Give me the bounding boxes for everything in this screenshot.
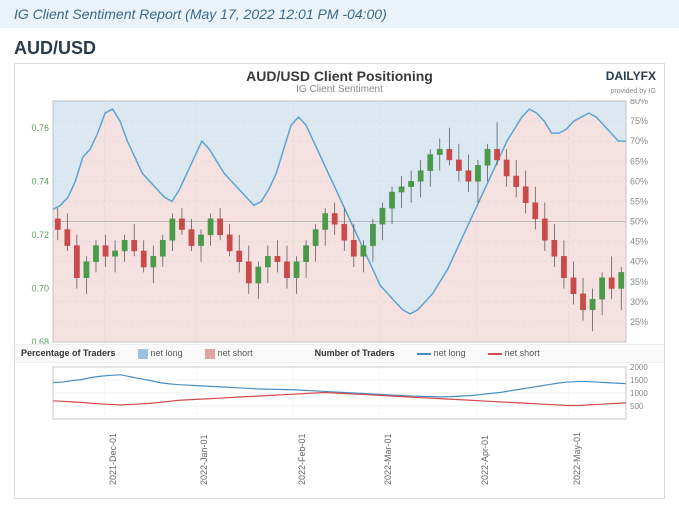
svg-text:0.74: 0.74 (31, 176, 49, 186)
svg-text:0.76: 0.76 (31, 123, 49, 133)
x-tick-label: 2022-May-01 (572, 432, 582, 485)
logo-main: DAILYFX (606, 69, 656, 83)
svg-text:30%: 30% (630, 297, 648, 307)
svg-text:70%: 70% (630, 136, 648, 146)
svg-text:1000: 1000 (630, 389, 648, 398)
svg-text:0.68: 0.68 (31, 337, 49, 344)
x-axis: 2021-Dec-01 2022-Jan-01 2022-Feb-01 2022-Ma… (15, 423, 664, 498)
top-chart-svg: 25% 30% 35% 40% 45% 50% 55% 60% 65% 70% 75% 80% 0.68… (15, 99, 664, 344)
svg-text:0.72: 0.72 (31, 230, 49, 240)
legend-percentage-label: Percentage of Traders (21, 348, 116, 359)
svg-text:45%: 45% (630, 237, 648, 247)
logo-sub: provided by IG (610, 88, 656, 95)
svg-text:35%: 35% (630, 277, 648, 287)
chart-zone: AUD/USD Client Positioning IG Client Sen… (14, 63, 665, 499)
chart-title: AUD/USD Client Positioning (15, 64, 664, 84)
svg-text:25%: 25% (630, 317, 648, 327)
legend-short-pct: net short (205, 348, 253, 359)
svg-text:65%: 65% (630, 156, 648, 166)
x-tick-label: 2021-Dec-01 (108, 433, 118, 485)
report-title: IG Client Sentiment Report (May 17, 2022… (14, 6, 387, 22)
pair-title: AUD/USD (0, 28, 679, 63)
chart-subtitle: IG Client Sentiment (15, 84, 664, 95)
svg-text:50%: 50% (630, 217, 648, 227)
x-tick-label: 2022-Apr-01 (480, 435, 490, 485)
svg-text:0.70: 0.70 (31, 283, 49, 293)
legend-row: Percentage of Traders net long net short… (15, 344, 664, 363)
svg-text:500: 500 (630, 402, 644, 411)
svg-text:40%: 40% (630, 257, 648, 267)
svg-text:2000: 2000 (630, 363, 648, 372)
bottom-chart: 500 1000 1500 2000 (15, 363, 664, 423)
legend-number-label: Number of Traders (315, 348, 395, 359)
x-tick-label: 2022-Mar-01 (383, 433, 393, 485)
report-container: IG Client Sentiment Report (May 17, 2022… (0, 0, 679, 519)
top-chart: AUD/USD Client Positioning IG Client Sen… (15, 64, 664, 344)
legend-short-num: net short (488, 348, 540, 359)
svg-text:80%: 80% (630, 99, 648, 106)
bottom-chart-svg: 500 1000 1500 2000 (15, 363, 664, 423)
legend-long-num: net long (417, 348, 466, 359)
x-tick-label: 2022-Jan-01 (199, 434, 209, 485)
svg-text:75%: 75% (630, 116, 648, 126)
dailyfx-logo: DAILYFX provided by IG (606, 70, 656, 96)
svg-text:1500: 1500 (630, 376, 648, 385)
report-header: IG Client Sentiment Report (May 17, 2022… (0, 0, 679, 28)
svg-text:60%: 60% (630, 176, 648, 186)
legend-long-pct: net long (138, 348, 183, 359)
x-tick-label: 2022-Feb-01 (297, 433, 307, 485)
svg-text:55%: 55% (630, 196, 648, 206)
